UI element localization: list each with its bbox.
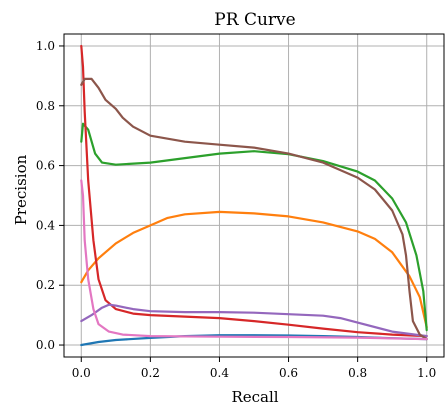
y-tick-label: 0.8 [36,99,55,113]
x-tick-label: 0.2 [141,366,160,380]
x-tick-label: 0.8 [348,366,367,380]
series-line-4 [80,44,428,338]
grid-lines [64,34,444,357]
series-line-2 [80,210,428,329]
y-tick-label: 1.0 [36,39,55,53]
y-axis-label: Precision [12,154,30,225]
plot-frame [63,33,445,358]
series-line-6 [80,77,428,341]
series-line-3 [80,122,428,332]
series-layer [80,44,428,347]
x-tick-label: 0.6 [279,366,298,380]
x-axis-label: Recall [231,388,278,406]
axis-ticks: 0.0 0.2 0.4 0.6 0.8 1.0 0.0 0.2 0.4 0.6 0.8 1.0 [36,39,436,380]
y-tick-label: 0.4 [36,218,55,232]
x-tick-label: 0.4 [210,366,229,380]
x-tick-label: 0.0 [72,366,91,380]
y-tick-label: 0.6 [36,159,55,173]
series-line-7 [80,179,428,341]
series-line-5 [80,303,428,338]
y-tick-label: 0.0 [36,338,55,352]
y-tick-label: 0.2 [36,278,55,292]
x-tick-label: 1.0 [417,366,436,380]
chart-title: PR Curve [214,10,295,30]
